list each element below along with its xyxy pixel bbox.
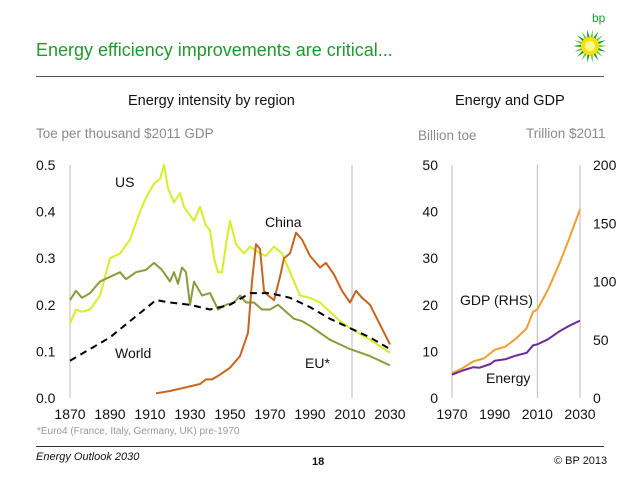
x-tick-label: 1970 — [254, 406, 285, 422]
x-tick-label: 1910 — [134, 406, 165, 422]
y-tick-label: 0.3 — [36, 250, 56, 266]
footnote: *Euro4 (France, Italy, Germany, UK) pre-… — [37, 426, 240, 437]
y2-tick-label: 50 — [593, 332, 609, 348]
helios-ray — [587, 53, 590, 63]
helios-ray — [590, 29, 593, 39]
left-chart: 0.0 0.1 0.2 0.3 0.4 0.5 1870 1890 1910 1930 1950 19… — [36, 157, 406, 422]
series-line-gdp-rhs — [451, 208, 581, 375]
y2-tick-label: 0 — [593, 390, 601, 406]
helios-icon — [573, 29, 607, 63]
series-line-china — [155, 231, 391, 395]
helios-ray — [595, 35, 604, 42]
right-chart-ylabel: Billion toe — [418, 128, 477, 143]
footer-divider — [36, 446, 604, 447]
series-label-energy: Energy — [486, 370, 530, 386]
helios-ray — [574, 47, 584, 52]
x-tick-label: 1970 — [436, 406, 467, 422]
right-chart-title: Energy and GDP — [455, 93, 565, 109]
y-tick-label: 0.2 — [36, 297, 56, 313]
helios-ray — [581, 52, 588, 61]
helios-ray — [592, 52, 599, 61]
y-tick-label: 10 — [422, 343, 438, 359]
series-line-us — [69, 164, 391, 354]
page-number: 18 — [312, 456, 325, 468]
x-tick-label: 2010 — [334, 406, 365, 422]
bp-logo-text: bp — [592, 11, 606, 25]
y-tick-label: 30 — [422, 250, 438, 266]
series-label-china: China — [265, 214, 302, 230]
helios-ray — [592, 31, 599, 40]
x-tick-label: 1890 — [94, 406, 125, 422]
helios-ray — [590, 53, 593, 63]
series-label-eu: EU* — [305, 355, 330, 371]
helios-ray — [576, 50, 585, 57]
slide-title: Energy efficiency improvements are criti… — [36, 40, 393, 60]
helios-ray — [574, 40, 584, 45]
right-chart-y2label: Trillion $2011 — [526, 126, 606, 141]
helios-ray — [573, 44, 583, 48]
y-tick-label: 0.4 — [36, 204, 56, 220]
y2-tick-label: 200 — [593, 157, 617, 173]
series-label-us: US — [115, 174, 134, 190]
y-tick-label: 20 — [422, 297, 438, 313]
publication-name: Energy Outlook 2030 — [36, 451, 140, 463]
y2-tick-label: 150 — [593, 215, 617, 231]
helios-center — [585, 41, 595, 51]
series-label-gdp: GDP (RHS) — [460, 292, 533, 308]
charts-canvas: 0.0 0.1 0.2 0.3 0.4 0.5 1870 1890 1910 1930 1950 19… — [36, 157, 617, 422]
x-tick-label: 1990 — [294, 406, 325, 422]
series-line-world — [69, 292, 391, 362]
helios-ray — [581, 31, 588, 40]
x-tick-label: 1990 — [479, 406, 510, 422]
header-divider — [36, 76, 604, 77]
left-chart-title: Energy intensity by region — [128, 93, 295, 109]
x-tick-label: 2010 — [522, 406, 553, 422]
x-tick-label: 2030 — [374, 406, 405, 422]
x-tick-label: 1930 — [174, 406, 205, 422]
left-chart-ylabel: Toe per thousand $2011 GDP — [36, 126, 214, 141]
helios-ray — [596, 40, 606, 45]
helios-ray — [587, 29, 590, 39]
helios-ray — [595, 50, 604, 57]
y-tick-label: 0.5 — [36, 157, 56, 173]
y-tick-label: 50 — [422, 157, 438, 173]
y-tick-label: 0.1 — [36, 343, 56, 359]
x-tick-label: 2030 — [564, 406, 595, 422]
series-line-energy — [451, 319, 581, 376]
y-tick-label: 0.0 — [36, 390, 56, 406]
helios-ray — [597, 44, 607, 48]
bp-logo: bp — [573, 11, 607, 63]
series-line-eu — [69, 261, 391, 367]
helios-ray — [576, 35, 585, 42]
copyright: © BP 2013 — [554, 455, 608, 467]
y-tick-label: 0 — [430, 390, 438, 406]
series-label-world: World — [115, 345, 151, 361]
y-tick-label: 40 — [422, 204, 438, 220]
x-tick-label: 1870 — [54, 406, 85, 422]
y2-tick-label: 100 — [593, 274, 617, 290]
x-tick-label: 1950 — [214, 406, 245, 422]
helios-ray — [596, 47, 606, 52]
